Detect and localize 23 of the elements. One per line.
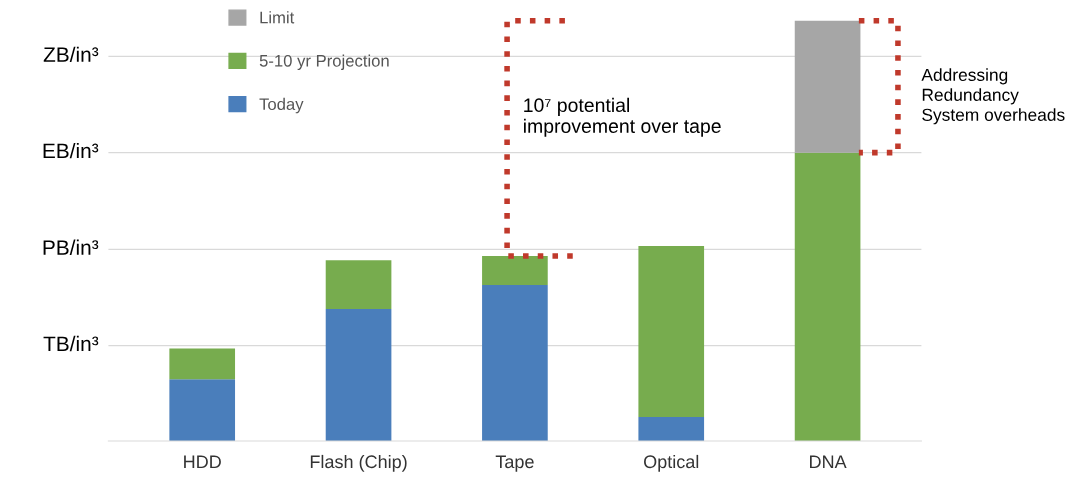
bar xyxy=(325,309,392,441)
x-tick-label: Flash (Chip) xyxy=(310,454,407,472)
x-tick-label: DNA xyxy=(810,455,847,468)
legend-label: Limit xyxy=(260,11,295,24)
bar xyxy=(638,245,705,418)
annotation: 10⁷ potential improvement over tape xyxy=(524,97,721,137)
bar xyxy=(482,256,548,286)
bar xyxy=(794,152,861,441)
x-tick-label: Optical xyxy=(644,454,699,472)
x-tick-label: Tape xyxy=(495,455,534,472)
bar xyxy=(482,285,548,441)
x-tick-label: HDD xyxy=(184,455,221,468)
ref-line-label: PB/in³ xyxy=(43,239,99,255)
legend-label: Today xyxy=(259,97,304,114)
bar xyxy=(638,417,705,441)
ref-line-label: ZB/in³ xyxy=(43,46,99,62)
bar xyxy=(169,379,236,441)
bar xyxy=(169,348,236,380)
legend-label: 5-10 yr Projection xyxy=(259,54,389,71)
ref-line-label: EB/in³ xyxy=(43,142,99,159)
ref-line-label: TB/in³ xyxy=(43,335,99,352)
bar xyxy=(325,260,392,310)
text: Addressing Redundancy System overheads xyxy=(921,68,1065,125)
